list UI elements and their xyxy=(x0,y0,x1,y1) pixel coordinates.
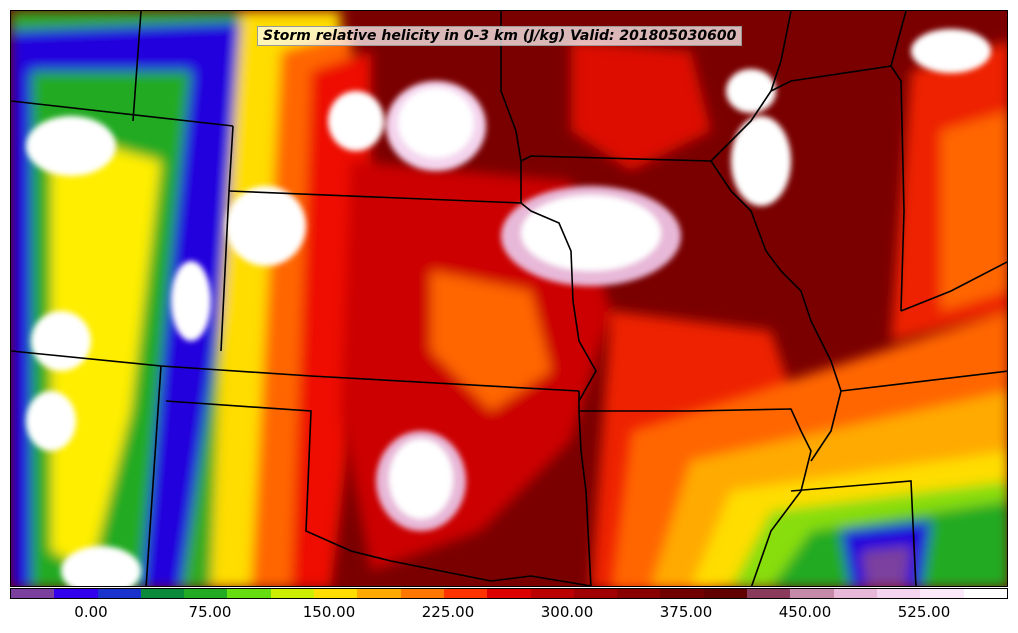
colorbar-swatch xyxy=(833,589,877,598)
colorbar-swatch xyxy=(400,589,444,598)
colorbar-tick-label: 75.00 xyxy=(188,603,232,621)
colorbar-tick-label: 225.00 xyxy=(421,603,475,621)
colorbar-swatch xyxy=(227,589,271,598)
colorbar-tick-label: 525.00 xyxy=(897,603,951,621)
colorbar xyxy=(10,588,1008,599)
state-borders xyxy=(11,11,1007,586)
colorbar-swatch xyxy=(487,589,531,598)
colorbar-swatch xyxy=(573,589,618,598)
colorbar-swatch xyxy=(314,589,358,598)
map-panel: Storm relative helicity in 0-3 km (J/kg)… xyxy=(10,10,1008,587)
colorbar-swatch xyxy=(97,589,141,598)
colorbar-swatch xyxy=(703,589,748,598)
colorbar-swatch xyxy=(184,589,228,598)
colorbar-swatch xyxy=(790,589,834,598)
colorbar-swatch xyxy=(270,589,315,598)
colorbar-swatch xyxy=(443,589,488,598)
colorbar-swatch xyxy=(140,589,185,598)
colorbar-tick-label: 375.00 xyxy=(659,603,713,621)
colorbar-swatch xyxy=(11,589,55,598)
map-title: Storm relative helicity in 0-3 km (J/kg)… xyxy=(257,26,743,46)
helicity-map xyxy=(11,11,1007,586)
colorbar-tick-label: 450.00 xyxy=(778,603,832,621)
colorbar-swatch xyxy=(54,589,98,598)
colorbar-tick-label: 0.00 xyxy=(74,603,108,621)
colorbar-swatch xyxy=(357,589,401,598)
colorbar-swatch xyxy=(660,589,704,598)
colorbar-ticks: 0.00 75.00 150.00 225.00 300.00 375.00 450.00 5… xyxy=(0,603,1018,625)
colorbar-swatch xyxy=(963,589,1007,598)
colorbar-swatch xyxy=(530,589,574,598)
colorbar-swatch xyxy=(920,589,964,598)
colorbar-swatch xyxy=(747,589,791,598)
colorbar-swatch xyxy=(617,589,661,598)
colorbar-tick-label: 300.00 xyxy=(540,603,594,621)
colorbar-tick-label: 150.00 xyxy=(302,603,356,621)
colorbar-swatch xyxy=(876,589,921,598)
